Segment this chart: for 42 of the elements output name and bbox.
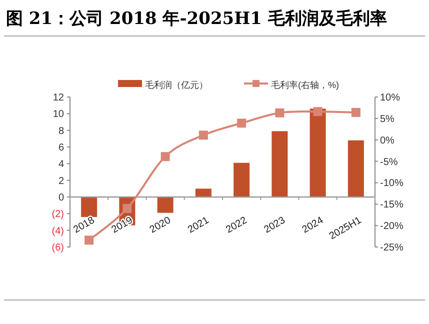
y-tick-label: 6 bbox=[58, 142, 64, 154]
x-tick-label: 2021 bbox=[186, 214, 212, 236]
x-tick-label: 2019 bbox=[110, 214, 136, 236]
point bbox=[275, 108, 284, 118]
y2-tick-label: 5% bbox=[380, 114, 395, 125]
bar bbox=[195, 188, 212, 197]
point bbox=[237, 118, 246, 128]
bar bbox=[81, 197, 98, 217]
y-tick-label: (2) bbox=[52, 209, 64, 220]
y-tick-label: 0 bbox=[58, 192, 64, 204]
bar bbox=[310, 108, 326, 197]
y-tick-label: 12 bbox=[52, 92, 64, 104]
y-tick-label: (6) bbox=[52, 242, 64, 254]
x-tick-label: 2020 bbox=[148, 214, 174, 236]
x-tick-label: 2022 bbox=[224, 214, 250, 236]
y-tick-label: 4 bbox=[58, 159, 64, 170]
legend-label: 毛利率(右轴，%) bbox=[271, 80, 339, 90]
x-tick-label: 2024 bbox=[300, 214, 326, 236]
bar bbox=[272, 131, 288, 197]
y-tick-label: 8 bbox=[58, 126, 64, 137]
y2-tick-label: -5% bbox=[380, 156, 398, 168]
x-tick-label: 2018 bbox=[72, 214, 97, 236]
point bbox=[313, 107, 322, 116]
bar bbox=[234, 162, 250, 197]
y2-tick-label: 10% bbox=[380, 92, 400, 104]
point bbox=[160, 152, 170, 162]
y2-tick-label: -25% bbox=[380, 242, 404, 254]
y-tick-label: 10 bbox=[52, 109, 64, 120]
y2-tick-label: -10% bbox=[380, 178, 404, 190]
chart-title: 图 21：公司 2018 年-2025H1 毛利润及毛利率 bbox=[6, 9, 387, 29]
y2-tick-label: 0% bbox=[380, 135, 395, 146]
point bbox=[198, 130, 208, 140]
bar bbox=[348, 140, 364, 197]
y2-tick-label: -15% bbox=[380, 200, 404, 211]
point bbox=[351, 108, 360, 117]
bar bbox=[157, 197, 174, 213]
point bbox=[84, 236, 94, 245]
y2-tick-label: -20% bbox=[380, 221, 404, 232]
x-tick-label: 2023 bbox=[262, 214, 288, 236]
legend-label: 毛利润（亿元） bbox=[145, 80, 208, 90]
y-tick-label: 2 bbox=[58, 176, 64, 187]
y-tick-label: (4) bbox=[52, 226, 64, 237]
